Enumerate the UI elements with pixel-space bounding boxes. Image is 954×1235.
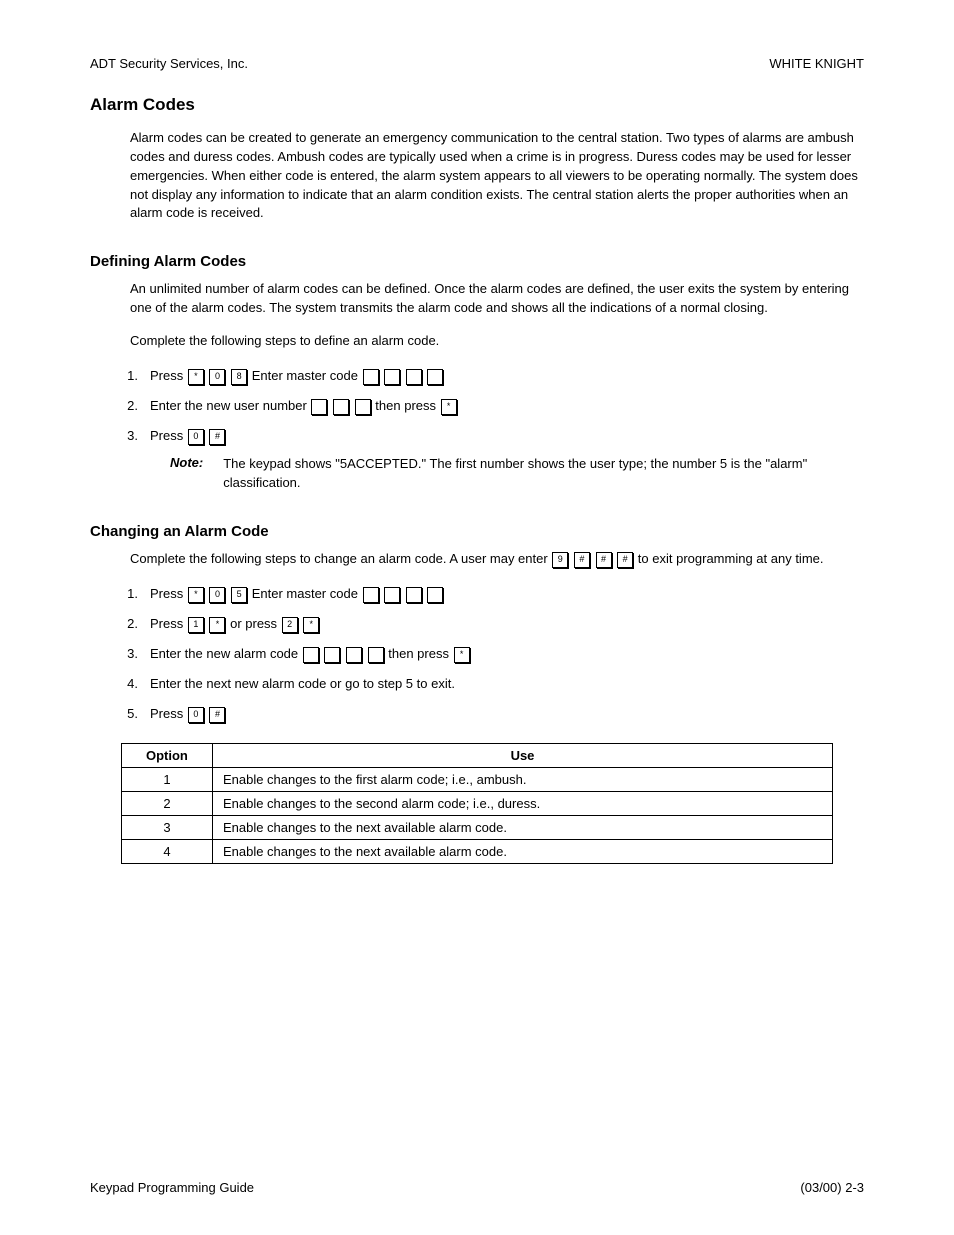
defining-alarm-codes-title: Defining Alarm Codes xyxy=(90,253,864,270)
table-row: 4 Enable changes to the next available a… xyxy=(121,840,832,864)
note-block: Note: The keypad shows "5ACCEPTED." The … xyxy=(90,455,864,493)
section-title: Alarm Codes xyxy=(90,95,864,115)
key-hash: # xyxy=(209,707,225,723)
key-2: 2 xyxy=(282,617,298,633)
change-step-5: 5. Press 0 # xyxy=(150,703,864,725)
key-0: 0 xyxy=(188,429,204,445)
key-star: * xyxy=(209,617,225,633)
key-blank: . xyxy=(427,587,443,603)
define-step-1: 1. Press * 0 8 Enter master code . . . . xyxy=(150,365,864,387)
table-header-row: Option Use xyxy=(121,744,832,768)
change-step-1: 1. Press * 0 5 Enter master code . . . . xyxy=(150,583,864,605)
key-blank: . xyxy=(333,399,349,415)
defining-para2: Complete the following steps to define a… xyxy=(90,332,864,351)
key-blank: . xyxy=(355,399,371,415)
key-blank: . xyxy=(346,647,362,663)
change-step-3: 3. Enter the new alarm code . . . . then… xyxy=(150,643,864,665)
key-blank: . xyxy=(363,587,379,603)
page-header: ADT Security Services, Inc. WHITE KNIGHT xyxy=(90,56,864,71)
key-hash: # xyxy=(617,552,633,568)
header-right: WHITE KNIGHT xyxy=(769,56,864,71)
page-footer: Keypad Programming Guide (03/00) 2-3 xyxy=(90,1180,864,1195)
changing-para: Complete the following steps to change a… xyxy=(90,550,864,569)
table-col-option: Option xyxy=(121,744,212,768)
page: ADT Security Services, Inc. WHITE KNIGHT… xyxy=(0,0,954,1235)
define-steps-list: 1. Press * 0 8 Enter master code . . . .… xyxy=(90,365,864,447)
table-row: 2 Enable changes to the second alarm cod… xyxy=(121,792,832,816)
key-9: 9 xyxy=(552,552,568,568)
alarm-options-table: Option Use 1 Enable changes to the first… xyxy=(121,743,833,864)
change-steps-list: 1. Press * 0 5 Enter master code . . . .… xyxy=(90,583,864,725)
table-row: 1 Enable changes to the first alarm code… xyxy=(121,768,832,792)
key-blank: . xyxy=(406,369,422,385)
key-star: * xyxy=(454,647,470,663)
key-blank: . xyxy=(324,647,340,663)
key-star: * xyxy=(441,399,457,415)
changing-alarm-code-title: Changing an Alarm Code xyxy=(90,523,864,540)
key-blank: . xyxy=(368,647,384,663)
key-star: * xyxy=(188,587,204,603)
table-row: 3 Enable changes to the next available a… xyxy=(121,816,832,840)
key-blank: . xyxy=(427,369,443,385)
key-star: * xyxy=(188,369,204,385)
define-step-3: 3. Press 0 # xyxy=(150,425,864,447)
key-hash: # xyxy=(596,552,612,568)
footer-right: (03/00) 2-3 xyxy=(800,1180,864,1195)
key-hash: # xyxy=(209,429,225,445)
key-star: * xyxy=(303,617,319,633)
key-1: 1 xyxy=(188,617,204,633)
define-step-2: 2. Enter the new user number . . . then … xyxy=(150,395,864,417)
key-0: 0 xyxy=(209,369,225,385)
key-blank: . xyxy=(311,399,327,415)
note-body: The keypad shows "5ACCEPTED." The first … xyxy=(223,455,864,493)
key-0: 0 xyxy=(209,587,225,603)
key-blank: . xyxy=(363,369,379,385)
key-5: 5 xyxy=(231,587,247,603)
note-label: Note: xyxy=(170,455,203,493)
key-blank: . xyxy=(384,587,400,603)
header-left: ADT Security Services, Inc. xyxy=(90,56,248,71)
key-hash: # xyxy=(574,552,590,568)
key-8: 8 xyxy=(231,369,247,385)
key-blank: . xyxy=(406,587,422,603)
alarm-codes-para: Alarm codes can be created to generate a… xyxy=(90,129,864,223)
table-col-use: Use xyxy=(212,744,832,768)
key-0: 0 xyxy=(188,707,204,723)
change-step-2: 2. Press 1 * or press 2 * xyxy=(150,613,864,635)
key-blank: . xyxy=(303,647,319,663)
defining-para1: An unlimited number of alarm codes can b… xyxy=(90,280,864,318)
footer-left: Keypad Programming Guide xyxy=(90,1180,254,1195)
key-blank: . xyxy=(384,369,400,385)
change-step-4: 4. Enter the next new alarm code or go t… xyxy=(150,673,864,695)
